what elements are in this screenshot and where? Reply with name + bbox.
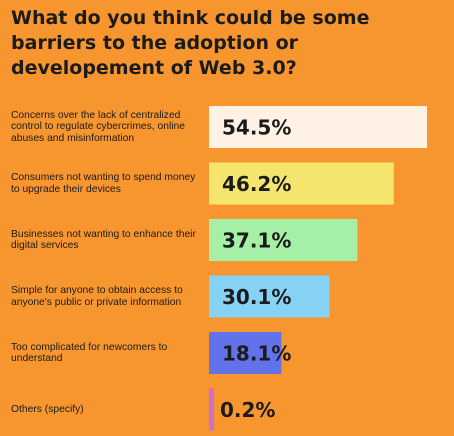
value-label-5: 18.1% bbox=[222, 342, 291, 366]
category-label-3: Businesses not wanting to enhance their … bbox=[11, 228, 196, 252]
bar-3 bbox=[209, 219, 358, 261]
bar-6 bbox=[209, 388, 214, 431]
category-label-1: Concerns over the lack of centralized co… bbox=[11, 109, 185, 144]
value-label-6: 0.2% bbox=[220, 398, 275, 422]
value-label-1: 54.5% bbox=[222, 116, 291, 140]
bar-4 bbox=[209, 275, 330, 318]
value-label-4: 30.1% bbox=[222, 285, 291, 309]
bar-5 bbox=[209, 332, 282, 374]
value-label-3: 37.1% bbox=[222, 229, 291, 253]
category-label-6: Others (specify) bbox=[11, 403, 84, 415]
bar-2 bbox=[209, 162, 394, 205]
value-label-2: 46.2% bbox=[222, 172, 291, 196]
bar-1 bbox=[209, 106, 427, 148]
category-label-4: Simple for anyone to obtain access to an… bbox=[11, 285, 183, 308]
category-label-2: Consumers not wanting to spend money to … bbox=[11, 172, 196, 195]
category-label-5: Too complicated for newcomers to underst… bbox=[11, 341, 168, 365]
chart-title: What do you think could be some barriers… bbox=[11, 7, 370, 79]
